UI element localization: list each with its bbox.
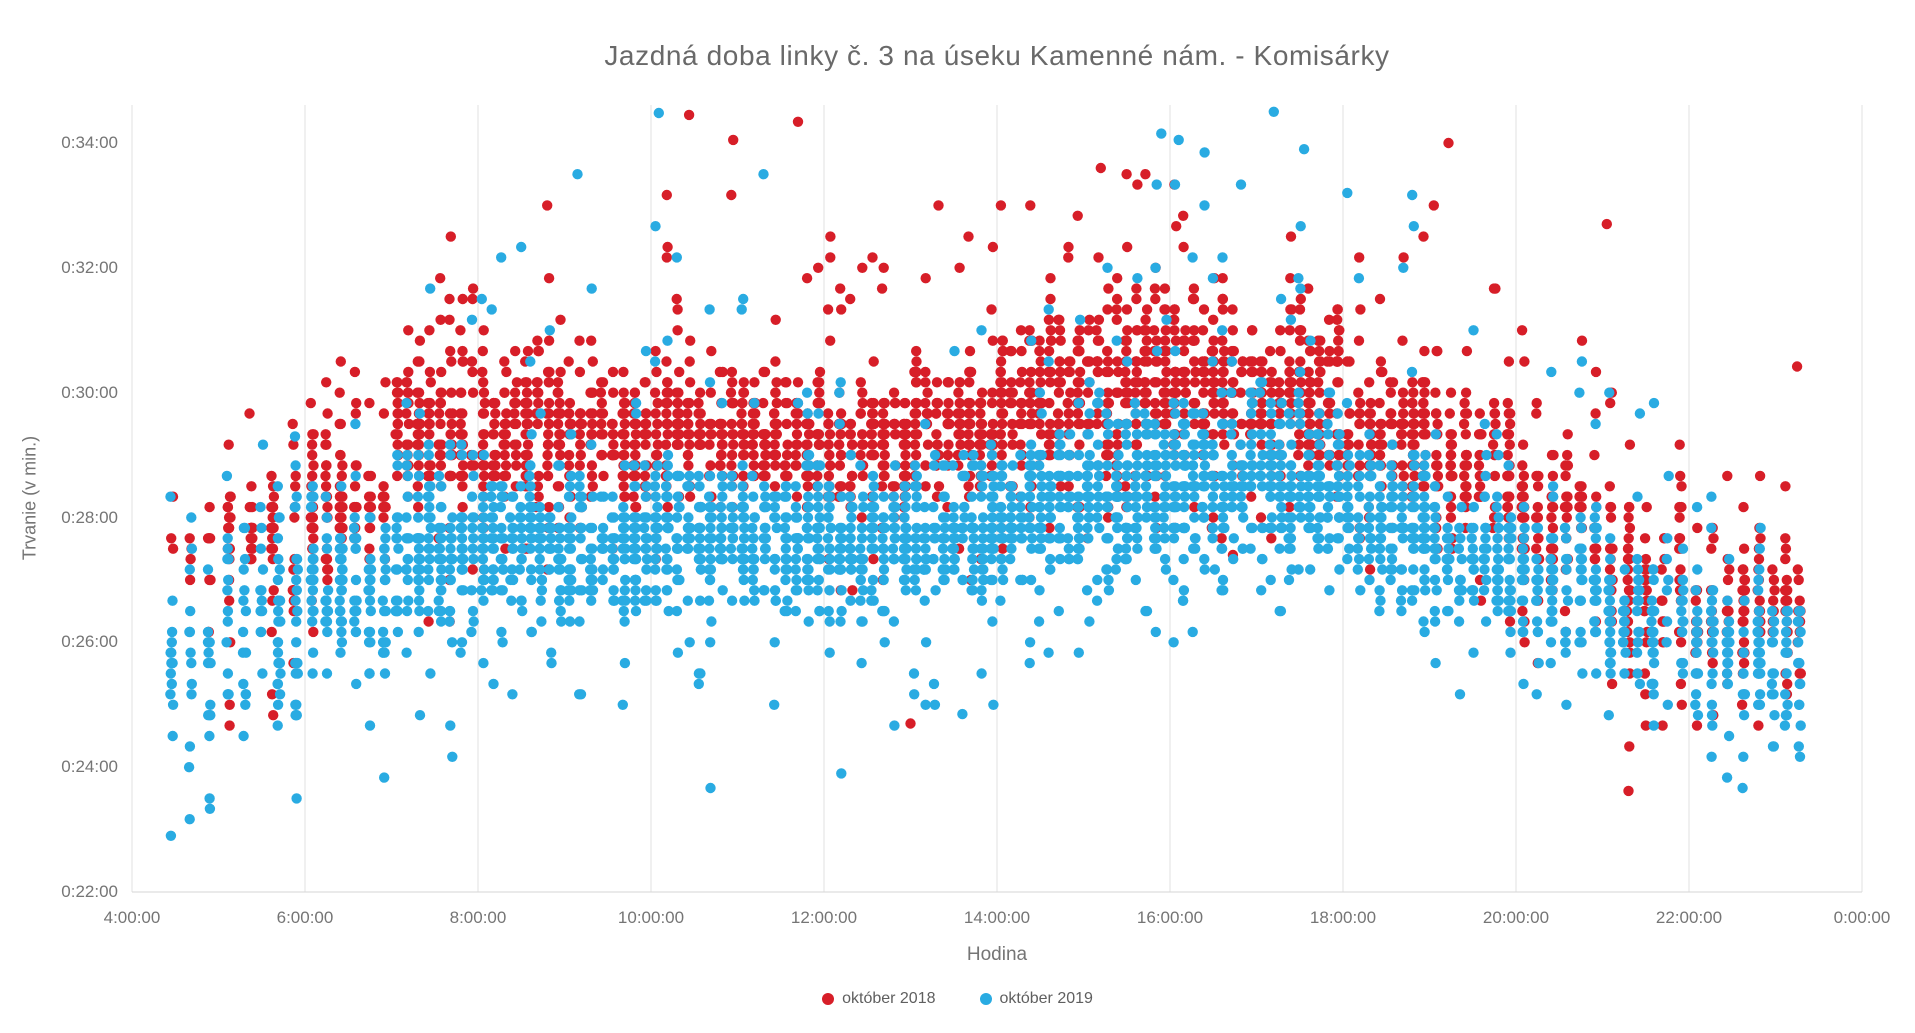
y-tick-label: 0:22:00 xyxy=(61,882,118,901)
chart-legend: október 2018 október 2019 xyxy=(0,990,1915,1008)
x-tick-label: 0:00:00 xyxy=(1833,908,1891,927)
y-tick-label: 0:28:00 xyxy=(61,507,118,527)
y-axis-title: Trvanie (v min.) xyxy=(19,435,40,561)
y-tick-label: 0:34:00 xyxy=(61,133,118,152)
legend-marker-icon xyxy=(979,993,992,1005)
y-tick-label: 0:32:00 xyxy=(61,257,118,277)
x-tick-label: 14:00:00 xyxy=(963,908,1031,927)
y-tick-label: 0:30:00 xyxy=(61,382,118,402)
x-tick-label: 20:00:00 xyxy=(1482,908,1550,927)
x-tick-label: 10:00:00 xyxy=(617,908,685,927)
legend-label: október 2019 xyxy=(999,990,1093,1007)
y-tick-label: 0:26:00 xyxy=(61,632,118,652)
x-tick-label: 4:00:00 xyxy=(103,908,161,927)
legend-item-oktober-2019: október 2019 xyxy=(979,990,1093,1008)
x-tick-label: 22:00:00 xyxy=(1655,908,1723,927)
x-tick-label: 16:00:00 xyxy=(1136,908,1204,927)
x-tick-label: 18:00:00 xyxy=(1309,908,1377,927)
chart-title: Jazdná doba linky č. 3 na úseku Kamenné … xyxy=(604,40,1390,71)
x-tick-label: 6:00:00 xyxy=(276,908,334,927)
legend-item-oktober-2018: október 2018 xyxy=(822,990,936,1008)
x-axis-title: Hodina xyxy=(966,944,1028,965)
x-tick-label: 12:00:00 xyxy=(790,908,858,927)
x-tick-label: 8:00:00 xyxy=(449,908,507,927)
y-tick-label: 0:24:00 xyxy=(61,757,118,777)
legend-marker-icon xyxy=(822,993,835,1005)
legend-label: október 2018 xyxy=(842,990,936,1007)
